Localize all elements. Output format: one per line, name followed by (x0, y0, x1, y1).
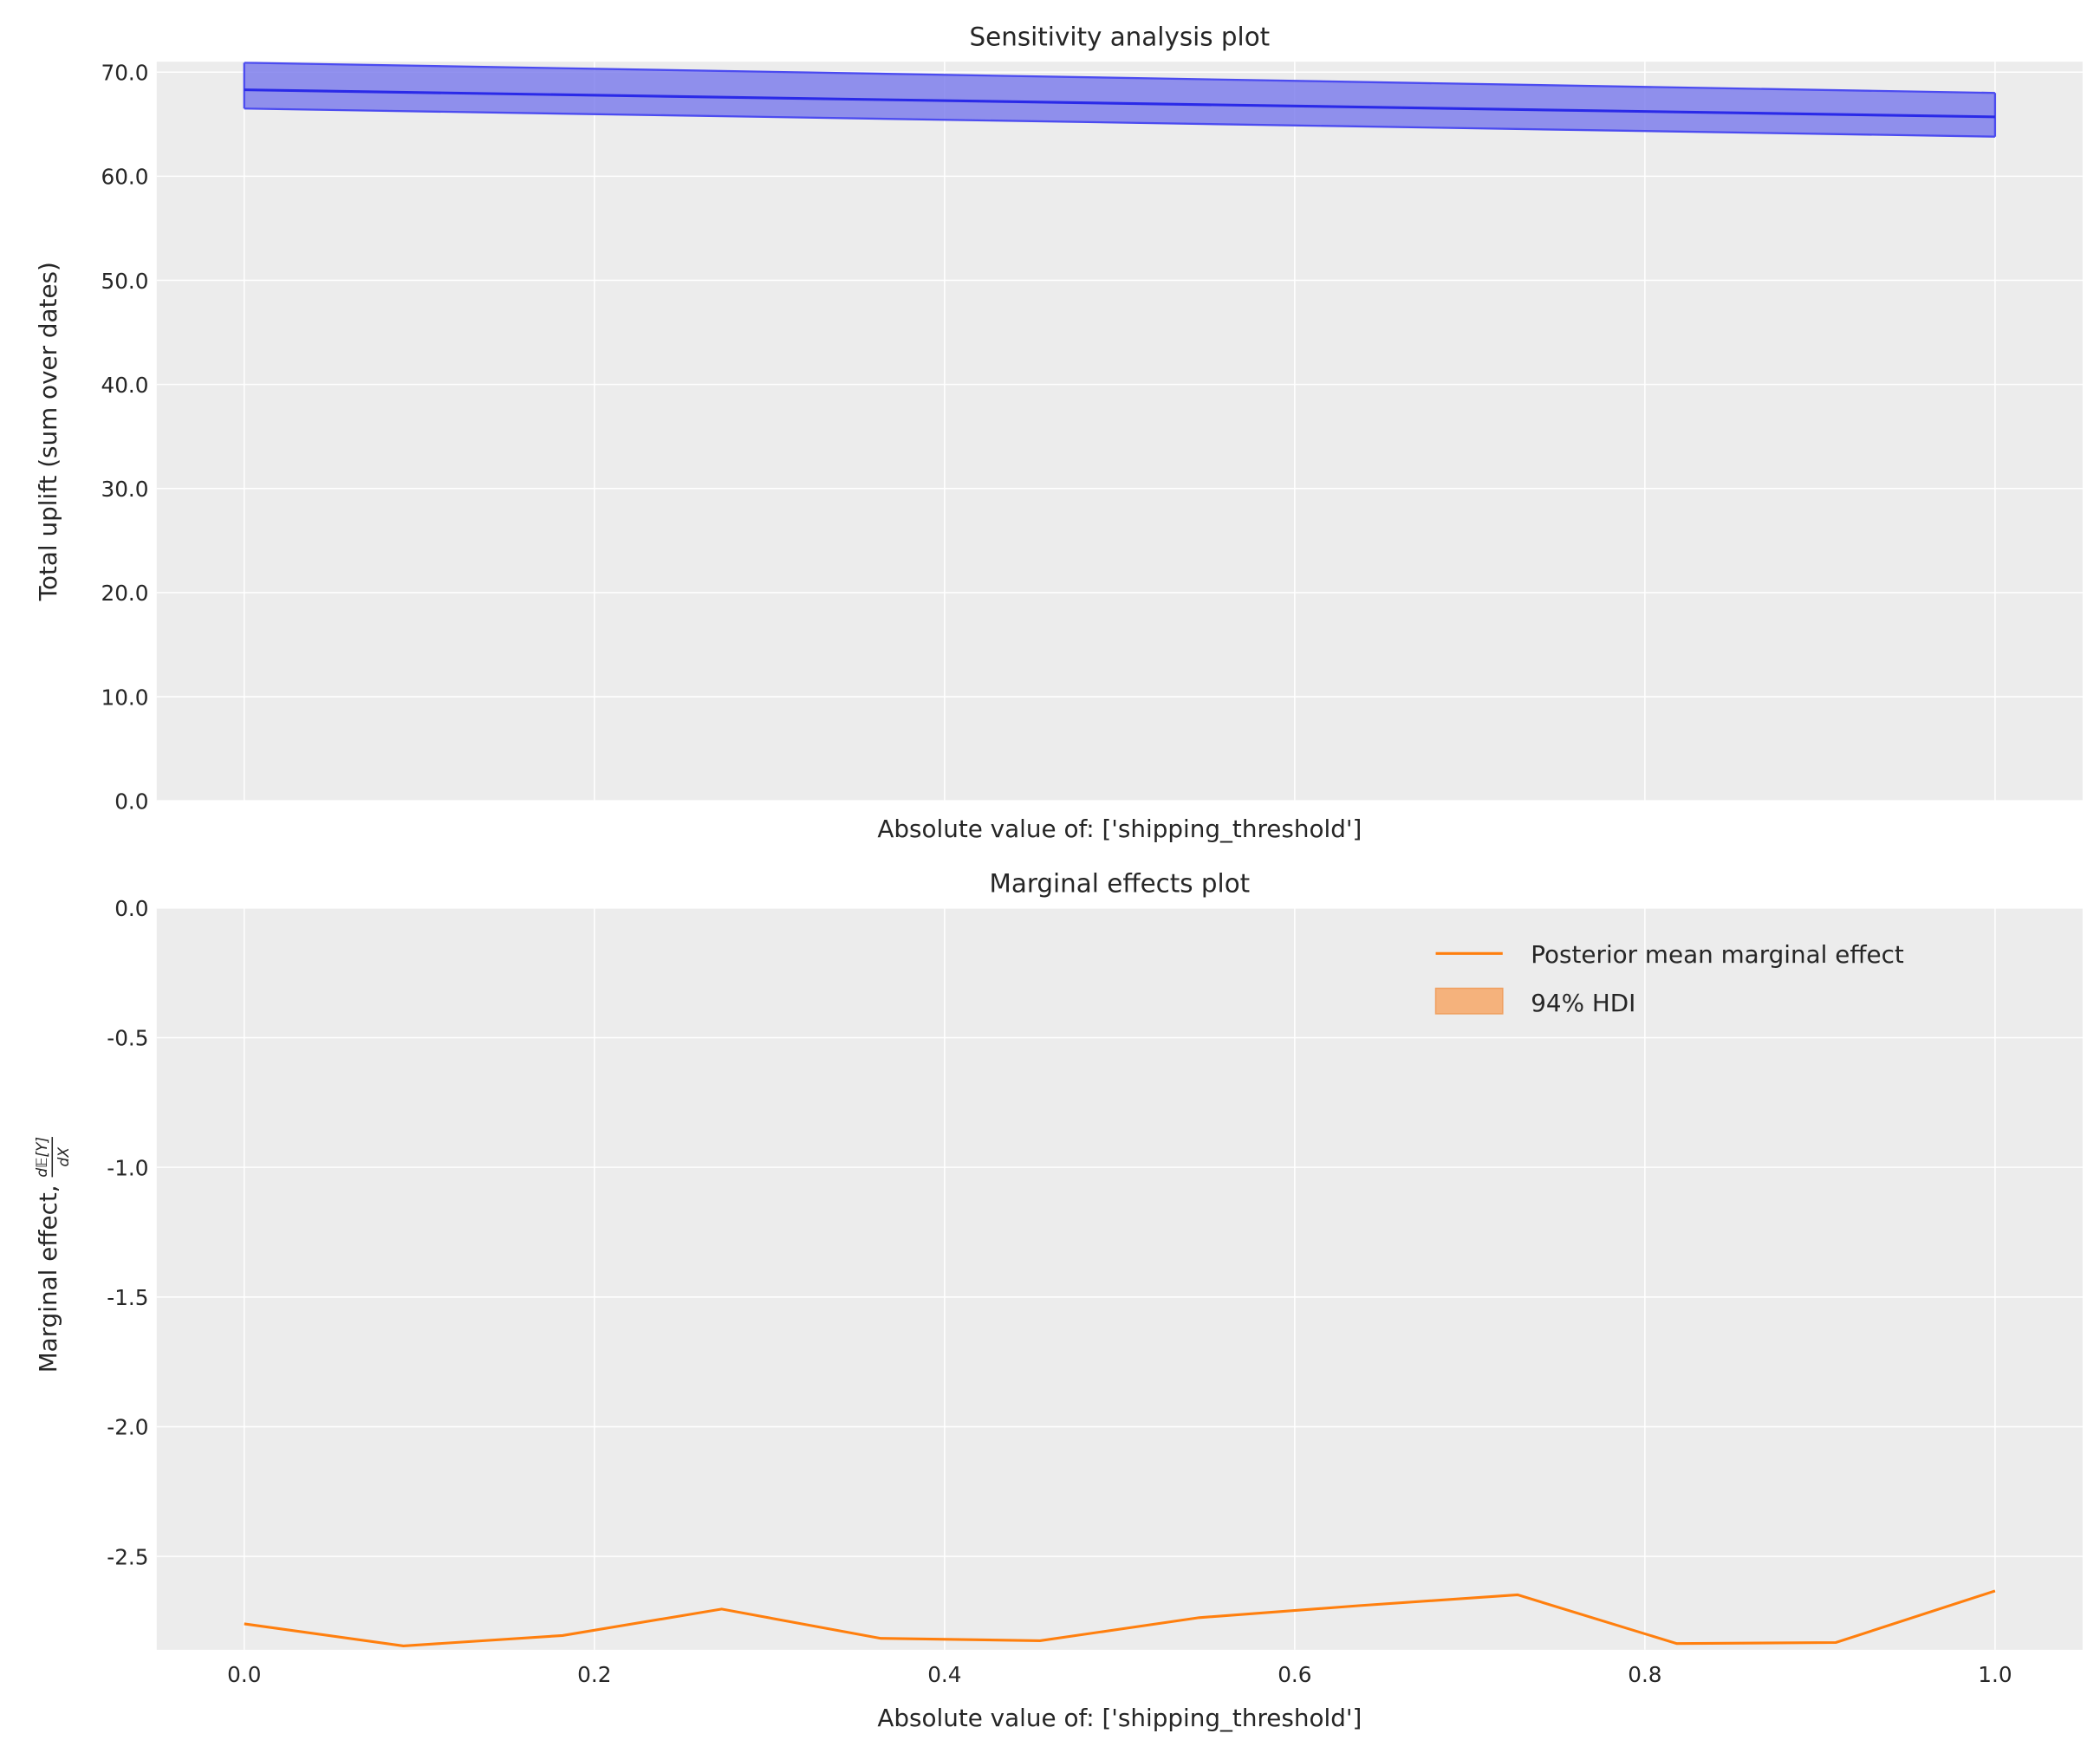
mean-line (244, 88, 1995, 119)
ylabel-numerator: d𝔼[Y] (34, 1137, 51, 1178)
y-tick-label: 60.0 (101, 165, 148, 190)
y-tick-label: 0.0 (114, 896, 148, 921)
mean-line (244, 1589, 1996, 1647)
y-tick-label: 10.0 (101, 685, 148, 710)
series-group (244, 1589, 1996, 1647)
ylabel-denominator: dX (55, 1147, 73, 1167)
hdi-upper-edge (244, 62, 1995, 94)
x-tick-label: 0.2 (577, 1662, 611, 1687)
legend-label: Posterior mean marginal effect (1531, 940, 1904, 969)
plot-background (156, 62, 2083, 802)
y-tick-label: 20.0 (101, 581, 148, 606)
legend: Posterior mean marginal effect 94% HDI (1434, 940, 1904, 1017)
x-tick-label: 0.6 (1278, 1662, 1311, 1687)
x-tick-label: 0.4 (927, 1662, 961, 1687)
y-tick-label: -2.5 (107, 1544, 148, 1569)
y-tick-label: 0.0 (114, 789, 148, 814)
legend-patch-swatch (1434, 987, 1504, 1015)
legend-label: 94% HDI (1531, 989, 1635, 1017)
y-tick-label: 70.0 (101, 60, 148, 85)
y-tick-label: 50.0 (101, 269, 148, 294)
ylabel-text: Marginal effect, (34, 1185, 62, 1373)
hdi-band (244, 62, 1995, 137)
hdi-lower-edge (244, 107, 1995, 138)
sensitivity-plot-ylabel: Total uplift (sum over dates) (34, 262, 62, 601)
y-tick-label: -0.5 (107, 1026, 148, 1051)
sensitivity-plot-xlabel: Absolute value of: ['shipping_threshold'… (877, 815, 1362, 843)
y-tick-label: 30.0 (101, 477, 148, 502)
sensitivity-plot-title: Sensitivity analysis plot (970, 23, 1271, 52)
marginal-effects-axes: 0.0 0.2 0.4 0.6 0.8 1.0 0.0 -0.5 -1.0 -1.5 -2.0 -2.… (107, 896, 2083, 1687)
sensitivity-analysis-axes: 0.0 10.0 20.0 30.0 40.0 50.0 60.0 70.0 (101, 60, 2083, 814)
y-tick-label: -1.0 (107, 1155, 148, 1180)
y-tick-label: -2.0 (107, 1415, 148, 1440)
x-tick-label: 0.8 (1628, 1662, 1661, 1687)
x-tick-label: 1.0 (1978, 1662, 2012, 1687)
plot-background (156, 907, 2083, 1650)
series-group (243, 62, 1997, 138)
x-tick-label: 0.0 (227, 1662, 261, 1687)
y-tick-label: 40.0 (101, 373, 148, 398)
marginal-plot-xlabel: Absolute value of: ['shipping_threshold'… (877, 1704, 1362, 1732)
marginal-plot-ylabel: Marginal effect, d𝔼[Y] dX (34, 1137, 73, 1373)
y-tick-label: -1.5 (107, 1285, 148, 1310)
marginal-plot-title: Marginal effects plot (990, 868, 1251, 898)
